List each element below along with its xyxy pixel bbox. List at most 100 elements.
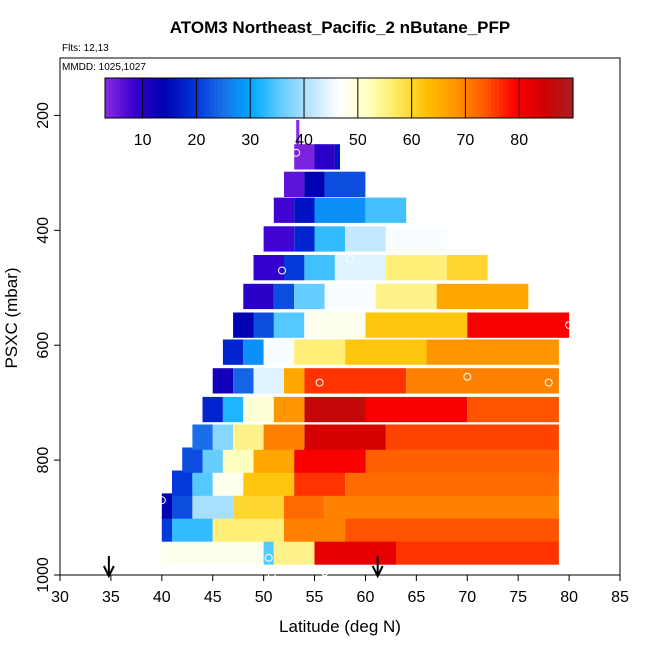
colorbar-segment [276,78,282,118]
colorbar-segment [264,78,270,118]
heatmap-cell [263,539,274,565]
heatmap-cell [345,226,386,252]
colorbar-segment [350,78,356,118]
heatmap-cell [222,396,244,423]
sample-point [264,553,273,562]
colorbar-segment [456,78,461,118]
heatmap-cell [334,255,386,281]
heatmap-cell [304,255,335,281]
colorbar-segment [522,78,527,118]
colorbar-segment [565,78,570,118]
colorbar-segment [128,78,133,118]
y-axis: 200 400 600 800 1000 [35,102,60,593]
y-axis-label: PSXC (mbar) [2,267,21,368]
colorbar-segment [112,78,118,118]
x-tick-label: 30 [51,589,69,606]
colorbar-segment [253,78,258,118]
colorbar-segment [346,78,352,118]
colorbar-segment [541,78,547,118]
colorbar-segment [530,78,535,118]
colorbar-segment [553,78,558,118]
heatmap-cell [324,283,376,310]
latitude-arrow-head [102,565,115,579]
flights-label: Flts: 12,13 [62,43,109,54]
colorbar-segment [549,78,555,118]
colorbar-segment [159,78,165,118]
heatmap-cell [172,493,193,519]
heatmap-cell [345,339,427,365]
heatmap-cell [294,197,315,223]
colorbar-segment [132,78,137,118]
colorbar-segment [323,78,328,118]
sample-point [554,565,563,574]
colorbar-segment [432,78,438,118]
colorbar-segment [268,78,274,118]
colorbar-segment [300,78,305,118]
colorbar-segment [358,78,363,118]
x-axis: 30 35 40 45 50 55 60 65 70 75 80 85 [51,575,629,606]
colorbar-segment [495,78,500,118]
x-tick-label: 35 [102,589,120,606]
heatmap-cell [436,283,529,310]
heatmap-cell [233,424,264,450]
colorbar-segment [155,78,161,118]
colorbar-segment [214,78,219,118]
heatmap-cell [467,312,570,338]
heatmap-cell [263,424,305,450]
colorbar-segment [190,78,196,118]
heatmap-cell [284,368,305,394]
colorbar-segment [378,78,383,118]
colorbar-segment [202,78,207,118]
heatmap-cell [334,144,340,170]
colorbar-segment [463,78,469,118]
heatmap-cell [284,255,305,281]
colorbar-segment [374,78,379,118]
colorbar-segment [245,78,250,118]
heatmap-cell [294,470,346,496]
colorbar-segment [526,78,531,118]
colorbar-segment [296,78,301,118]
heatmap-cell [212,368,234,394]
colorbar-tick-label: 40 [295,132,313,149]
heatmap-cell [314,226,345,252]
heatmap-cell [192,493,234,519]
colorbar-segment [518,78,523,118]
colorbar-segment [537,78,543,118]
heatmap-cell [406,368,559,394]
colorbar-segment [108,78,114,118]
heatmap-cell [365,447,559,473]
heatmap-cell [253,447,295,473]
colorbar-segment [561,78,566,118]
colorbar-segment [206,78,211,118]
sample-points [157,148,574,578]
colorbar-segment [167,78,172,118]
x-axis-label: Latitude (deg N) [279,617,401,636]
heatmap-cell [161,493,172,519]
colorbar-segment [241,78,246,118]
x-tick-label: 40 [153,589,171,606]
colorbar-segment [459,78,465,118]
heatmap-cell [296,120,300,146]
colorbar-segment [557,78,562,118]
colorbar-segment [385,78,391,118]
colorbar-segment [475,78,480,118]
heatmap-cell [273,539,315,565]
colorbar-segment [420,78,426,118]
colorbar-segment [261,78,266,118]
heatmap-cell [345,516,559,542]
heatmap-cell [304,396,366,423]
colorbar-segment [479,78,484,118]
heatmap-cell [284,493,325,519]
colorbar-segment [147,78,153,118]
colorbar-segment [124,78,129,118]
colorbar-tick-label: 50 [349,132,367,149]
colorbar-segment [284,78,289,118]
heatmap-cell [161,516,172,542]
colorbar-segment [401,78,406,118]
colorbar-segment [272,78,278,118]
y-tick-label: 1000 [35,557,52,593]
colorbar-segment [311,78,317,118]
colorbar-segment [315,78,321,118]
colorbar-segment [179,78,184,118]
colorbar-tick-label: 30 [241,132,259,149]
